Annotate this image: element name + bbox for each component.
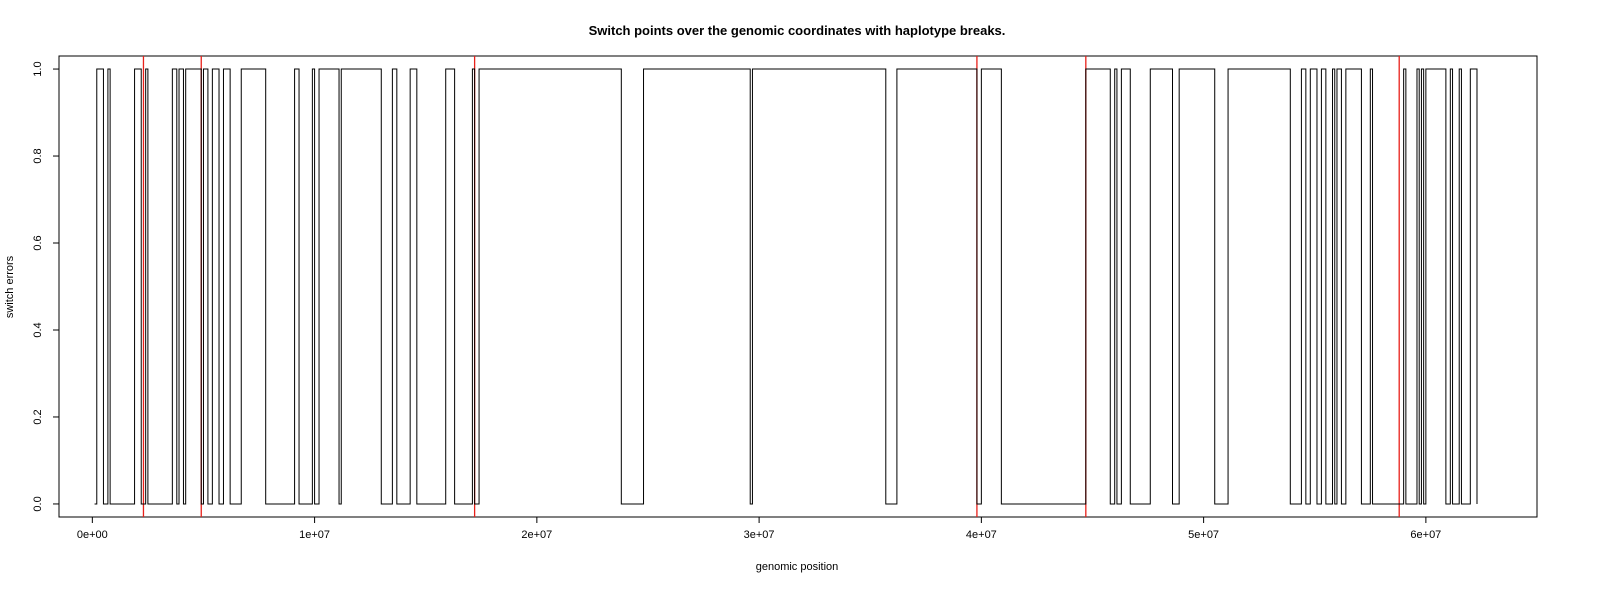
x-tick-label: 5e+07 bbox=[1188, 529, 1219, 541]
series-line bbox=[94, 68, 1478, 505]
plot-frame bbox=[58, 55, 1538, 518]
y-tick-label: 0.6 bbox=[32, 235, 44, 250]
y-tick-label: 0.4 bbox=[32, 322, 44, 337]
y-tick-label: 0.0 bbox=[32, 496, 44, 511]
y-axis-label: switch errors bbox=[4, 255, 16, 318]
x-axis: 0e+00 1e+07 2e+07 3e+07 4e+07 5e+07 6e+07 bbox=[77, 517, 1441, 541]
chart-title: Switch points over the genomic coordinat… bbox=[589, 23, 1006, 38]
y-axis: 0.0 0.2 0.4 0.6 0.8 1.0 bbox=[32, 61, 59, 512]
x-tick-label: 4e+07 bbox=[966, 529, 997, 541]
x-tick-label: 1e+07 bbox=[299, 529, 330, 541]
haplotype-break-lines bbox=[142, 56, 1400, 517]
x-tick-label: 0e+00 bbox=[77, 529, 108, 541]
x-tick-label: 2e+07 bbox=[521, 529, 552, 541]
y-tick-label: 0.8 bbox=[32, 148, 44, 163]
x-tick-label: 3e+07 bbox=[744, 529, 775, 541]
x-tick-label: 6e+07 bbox=[1410, 529, 1441, 541]
y-tick-label: 0.2 bbox=[32, 409, 44, 424]
series-group bbox=[94, 68, 1478, 505]
x-axis-label: genomic position bbox=[756, 561, 839, 573]
y-tick-label: 1.0 bbox=[32, 61, 44, 76]
